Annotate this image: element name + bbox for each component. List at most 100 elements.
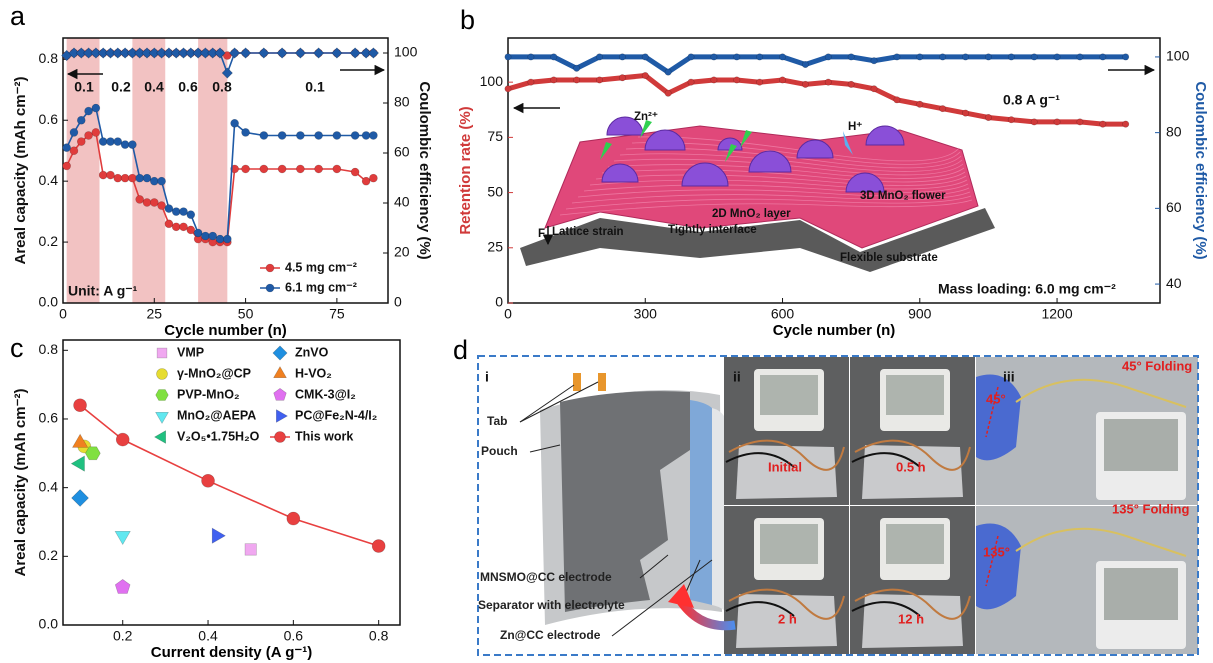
marker xyxy=(618,74,626,82)
marker xyxy=(115,432,130,447)
photo-caption: 45° xyxy=(986,391,1006,406)
legend-label: γ-MnO₂@CP xyxy=(177,366,251,380)
marker xyxy=(148,47,160,59)
layer-texture xyxy=(613,158,964,176)
marker xyxy=(179,222,188,232)
marker xyxy=(223,51,232,60)
y-tick-label: 0.2 xyxy=(39,547,59,563)
legend-label: 4.5 mg cm⁻² xyxy=(285,260,357,274)
marker xyxy=(641,53,649,61)
marker xyxy=(134,47,146,59)
shaded-region xyxy=(198,38,228,303)
marker xyxy=(1099,120,1107,128)
zn-electrode xyxy=(712,408,724,610)
marker xyxy=(61,49,73,62)
legend-label: CMK-3@I₂ xyxy=(295,387,356,401)
marker xyxy=(120,140,130,149)
marker xyxy=(97,47,109,59)
legend-label: MnO₂@AEPA xyxy=(177,408,256,422)
y2-axis-title: Coulombic efficiency (%) xyxy=(416,81,433,259)
marker xyxy=(62,143,71,152)
rate-label: 0.4 xyxy=(144,79,164,95)
sub-panel-label: ii xyxy=(733,369,741,385)
marker xyxy=(527,53,535,61)
marker xyxy=(350,167,360,177)
marker xyxy=(916,100,924,108)
marker xyxy=(186,210,196,219)
x-tick-label: 900 xyxy=(908,306,932,322)
sub-panel-label: i xyxy=(485,369,489,385)
marker xyxy=(155,47,168,59)
marker xyxy=(277,164,287,174)
marker xyxy=(106,137,115,146)
marker xyxy=(119,47,131,59)
marker xyxy=(733,53,741,61)
marker xyxy=(277,131,287,140)
y2-axis-title: Coulombic efficiency (%) xyxy=(1192,81,1209,259)
inset-label: Zn²⁺ xyxy=(634,111,658,123)
marker xyxy=(360,47,372,59)
marker xyxy=(258,47,270,59)
marker xyxy=(141,47,153,59)
legend-label: 6.1 mg cm⁻² xyxy=(285,280,357,294)
marker xyxy=(939,53,947,61)
marker xyxy=(214,47,226,59)
marker xyxy=(641,72,649,80)
schematic-label: Pouch xyxy=(481,444,518,458)
marker xyxy=(1030,53,1038,61)
marker xyxy=(733,76,741,84)
marker xyxy=(171,207,181,216)
marker xyxy=(120,173,130,183)
y-tick-label: 0.6 xyxy=(39,111,59,127)
x-tick-label: 300 xyxy=(634,306,658,322)
y-tick-label: 0.6 xyxy=(39,410,59,426)
layer-texture xyxy=(565,195,972,210)
layer-texture xyxy=(583,183,969,193)
marker xyxy=(84,131,93,140)
marker xyxy=(664,68,672,76)
marker xyxy=(824,53,832,61)
marker xyxy=(573,76,581,84)
leader-line xyxy=(519,381,599,423)
y-tick-label: 0 xyxy=(495,294,503,310)
y-tick-label: 0.2 xyxy=(39,233,59,249)
x-axis-title: Cycle number (n) xyxy=(773,322,896,339)
x-tick-label: 1200 xyxy=(1041,306,1072,322)
marker xyxy=(171,222,181,232)
y-axis-title: Retention rate (%) xyxy=(457,106,474,234)
marker xyxy=(201,231,210,241)
schematic-label: Tab xyxy=(487,414,507,428)
marker xyxy=(504,53,512,61)
marker xyxy=(98,137,108,146)
inset-label: 2D MnO₂ layer xyxy=(712,208,791,220)
marker xyxy=(153,430,166,444)
x-tick-label: 0.6 xyxy=(284,628,304,644)
marker xyxy=(687,78,695,86)
marker xyxy=(1099,53,1107,61)
marker xyxy=(157,201,166,210)
marker xyxy=(157,176,166,186)
legend-label: PVP-MnO₂ xyxy=(177,387,240,401)
marker xyxy=(91,103,101,113)
legend: VMP γ-MnO₂@CP PVP-MnO₂ MnO₂@AEPA V₂O₅•1.75H₂… xyxy=(153,345,377,444)
pouch-cell xyxy=(736,445,837,499)
marker xyxy=(135,195,144,204)
leader-line xyxy=(519,384,575,423)
x-axis-title: Cycle number (n) xyxy=(164,322,287,339)
y-tick-label: 100 xyxy=(480,73,504,89)
marker xyxy=(369,173,378,183)
legend: 4.5 mg cm⁻² 6.1 mg cm⁻² xyxy=(260,260,357,294)
legend-label: VMP xyxy=(177,345,204,359)
x-tick-label: 0.2 xyxy=(113,628,133,644)
layer-texture xyxy=(601,169,966,183)
marker xyxy=(71,489,89,507)
marker xyxy=(149,176,159,186)
marker xyxy=(114,530,131,546)
marker xyxy=(265,283,275,293)
pouch-cell xyxy=(862,445,963,499)
marker xyxy=(91,128,101,137)
marker xyxy=(664,89,672,97)
marker xyxy=(962,109,970,117)
wires xyxy=(728,588,845,620)
